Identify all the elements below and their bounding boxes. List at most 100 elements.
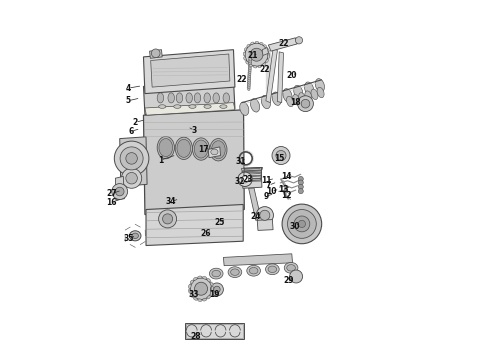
Polygon shape bbox=[208, 147, 220, 158]
Ellipse shape bbox=[189, 289, 191, 293]
Ellipse shape bbox=[198, 299, 202, 301]
Ellipse shape bbox=[211, 287, 214, 291]
Polygon shape bbox=[277, 52, 284, 103]
Ellipse shape bbox=[247, 44, 250, 47]
Ellipse shape bbox=[255, 41, 259, 44]
Ellipse shape bbox=[268, 55, 270, 58]
Ellipse shape bbox=[194, 277, 197, 280]
Ellipse shape bbox=[175, 137, 193, 159]
Ellipse shape bbox=[266, 264, 279, 275]
Circle shape bbox=[238, 172, 252, 186]
Ellipse shape bbox=[293, 94, 299, 105]
Text: 30: 30 bbox=[290, 222, 300, 231]
Ellipse shape bbox=[157, 93, 164, 103]
Circle shape bbox=[250, 48, 263, 61]
Text: 31: 31 bbox=[235, 157, 246, 166]
Circle shape bbox=[294, 216, 310, 232]
Polygon shape bbox=[269, 38, 297, 51]
Circle shape bbox=[242, 176, 248, 183]
Text: 15: 15 bbox=[274, 154, 284, 163]
Ellipse shape bbox=[247, 82, 250, 86]
Circle shape bbox=[298, 220, 305, 228]
Ellipse shape bbox=[247, 84, 250, 89]
Ellipse shape bbox=[245, 48, 247, 51]
Ellipse shape bbox=[189, 105, 196, 108]
Text: 17: 17 bbox=[198, 145, 209, 154]
Text: 9: 9 bbox=[263, 192, 269, 201]
Circle shape bbox=[260, 210, 270, 220]
Polygon shape bbox=[266, 49, 277, 103]
Polygon shape bbox=[223, 254, 293, 266]
Ellipse shape bbox=[177, 139, 191, 157]
Ellipse shape bbox=[210, 139, 227, 161]
Polygon shape bbox=[144, 110, 245, 215]
Ellipse shape bbox=[304, 82, 314, 95]
Text: 22: 22 bbox=[236, 76, 246, 85]
Ellipse shape bbox=[176, 93, 183, 103]
Circle shape bbox=[116, 187, 124, 196]
Circle shape bbox=[288, 210, 316, 238]
Ellipse shape bbox=[266, 59, 269, 63]
Ellipse shape bbox=[212, 141, 225, 159]
Polygon shape bbox=[242, 167, 263, 171]
Text: 1: 1 bbox=[158, 156, 163, 165]
Text: 5: 5 bbox=[125, 96, 130, 105]
Ellipse shape bbox=[311, 89, 318, 100]
Text: 22: 22 bbox=[279, 39, 289, 48]
Circle shape bbox=[126, 172, 137, 184]
Polygon shape bbox=[149, 50, 162, 58]
Polygon shape bbox=[145, 103, 235, 115]
Text: 13: 13 bbox=[279, 184, 289, 194]
Ellipse shape bbox=[244, 57, 246, 60]
Ellipse shape bbox=[168, 93, 174, 103]
Ellipse shape bbox=[207, 278, 211, 282]
Circle shape bbox=[159, 210, 176, 228]
Ellipse shape bbox=[248, 67, 251, 72]
Text: 19: 19 bbox=[209, 290, 220, 299]
Circle shape bbox=[298, 180, 303, 185]
Polygon shape bbox=[144, 80, 235, 114]
Ellipse shape bbox=[194, 297, 197, 300]
Text: 23: 23 bbox=[243, 175, 253, 184]
Ellipse shape bbox=[194, 140, 208, 158]
Circle shape bbox=[256, 207, 273, 224]
Ellipse shape bbox=[250, 99, 260, 112]
Text: 10: 10 bbox=[266, 187, 276, 196]
Ellipse shape bbox=[249, 58, 252, 63]
Circle shape bbox=[272, 147, 290, 165]
Ellipse shape bbox=[212, 270, 220, 277]
Circle shape bbox=[163, 214, 172, 224]
Polygon shape bbox=[185, 323, 245, 339]
Ellipse shape bbox=[283, 89, 292, 102]
Ellipse shape bbox=[132, 233, 139, 239]
Circle shape bbox=[295, 37, 303, 44]
Text: 21: 21 bbox=[247, 51, 257, 60]
Polygon shape bbox=[242, 170, 262, 188]
Ellipse shape bbox=[248, 65, 251, 69]
Text: 20: 20 bbox=[287, 71, 297, 80]
Polygon shape bbox=[144, 50, 235, 94]
Ellipse shape bbox=[186, 93, 193, 103]
Ellipse shape bbox=[174, 105, 181, 108]
Circle shape bbox=[195, 282, 208, 295]
Ellipse shape bbox=[284, 262, 298, 273]
Ellipse shape bbox=[211, 149, 218, 155]
Text: 7: 7 bbox=[266, 181, 271, 190]
Ellipse shape bbox=[198, 276, 202, 279]
Text: 33: 33 bbox=[189, 290, 199, 299]
Ellipse shape bbox=[294, 85, 303, 99]
Text: 32: 32 bbox=[234, 177, 245, 186]
Ellipse shape bbox=[248, 60, 251, 65]
Text: 16: 16 bbox=[106, 198, 116, 207]
Ellipse shape bbox=[247, 77, 250, 82]
Ellipse shape bbox=[247, 86, 250, 90]
Ellipse shape bbox=[207, 296, 211, 299]
Circle shape bbox=[301, 99, 310, 108]
Ellipse shape bbox=[210, 282, 213, 286]
Ellipse shape bbox=[250, 42, 254, 44]
Ellipse shape bbox=[248, 75, 251, 80]
Ellipse shape bbox=[267, 48, 269, 52]
Circle shape bbox=[298, 184, 303, 189]
Ellipse shape bbox=[299, 93, 306, 103]
Ellipse shape bbox=[249, 64, 252, 67]
